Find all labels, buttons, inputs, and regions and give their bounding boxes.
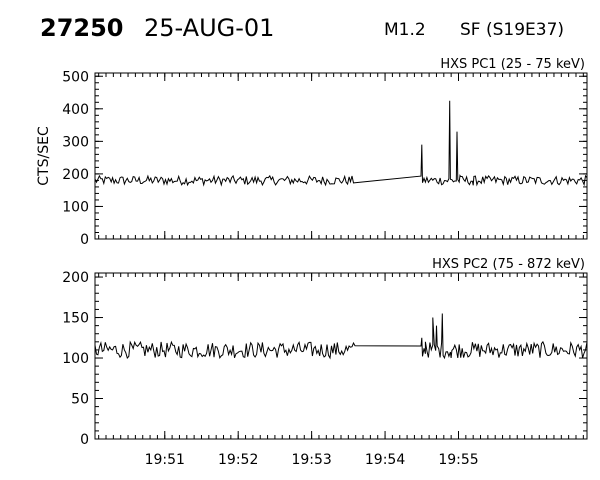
panel-title-2: HXS PC2 (75 - 872 keV) [432, 257, 585, 272]
plot-frame-1 [94, 72, 588, 240]
y-axis-label: CTS/SEC [36, 126, 52, 186]
y-tick-label: 200 [62, 270, 89, 286]
panel-title-1: HXS PC1 (25 - 75 keV) [440, 57, 585, 72]
x-tick-label: 19:53 [291, 452, 331, 468]
series-line-2 [94, 313, 588, 360]
x-tick-label: 19:51 [145, 452, 185, 468]
x-tick-label: 19:54 [365, 452, 405, 468]
y-tick-label: 300 [62, 134, 89, 150]
y-tick-label: 150 [62, 311, 89, 327]
event-number: 27250 [40, 14, 124, 42]
x-tick-label: 19:55 [438, 452, 478, 468]
plot-frame-2 [94, 272, 588, 440]
y-tick-label: 0 [80, 232, 89, 248]
series-line-1 [94, 100, 588, 187]
y-tick-label: 400 [62, 102, 89, 118]
y-tick-label: 100 [62, 351, 89, 367]
y-tick-label: 50 [71, 392, 89, 408]
x-tick-label: 19:52 [218, 452, 258, 468]
y-tick-label: 0 [80, 432, 89, 448]
event-date: 25-AUG-01 [144, 14, 275, 42]
y-tick-label: 200 [62, 167, 89, 183]
flare-location: SF (S19E37) [460, 20, 565, 40]
y-tick-label: 100 [62, 199, 89, 215]
flare-class: M1.2 [384, 20, 426, 40]
y-tick-label: 500 [62, 69, 89, 85]
